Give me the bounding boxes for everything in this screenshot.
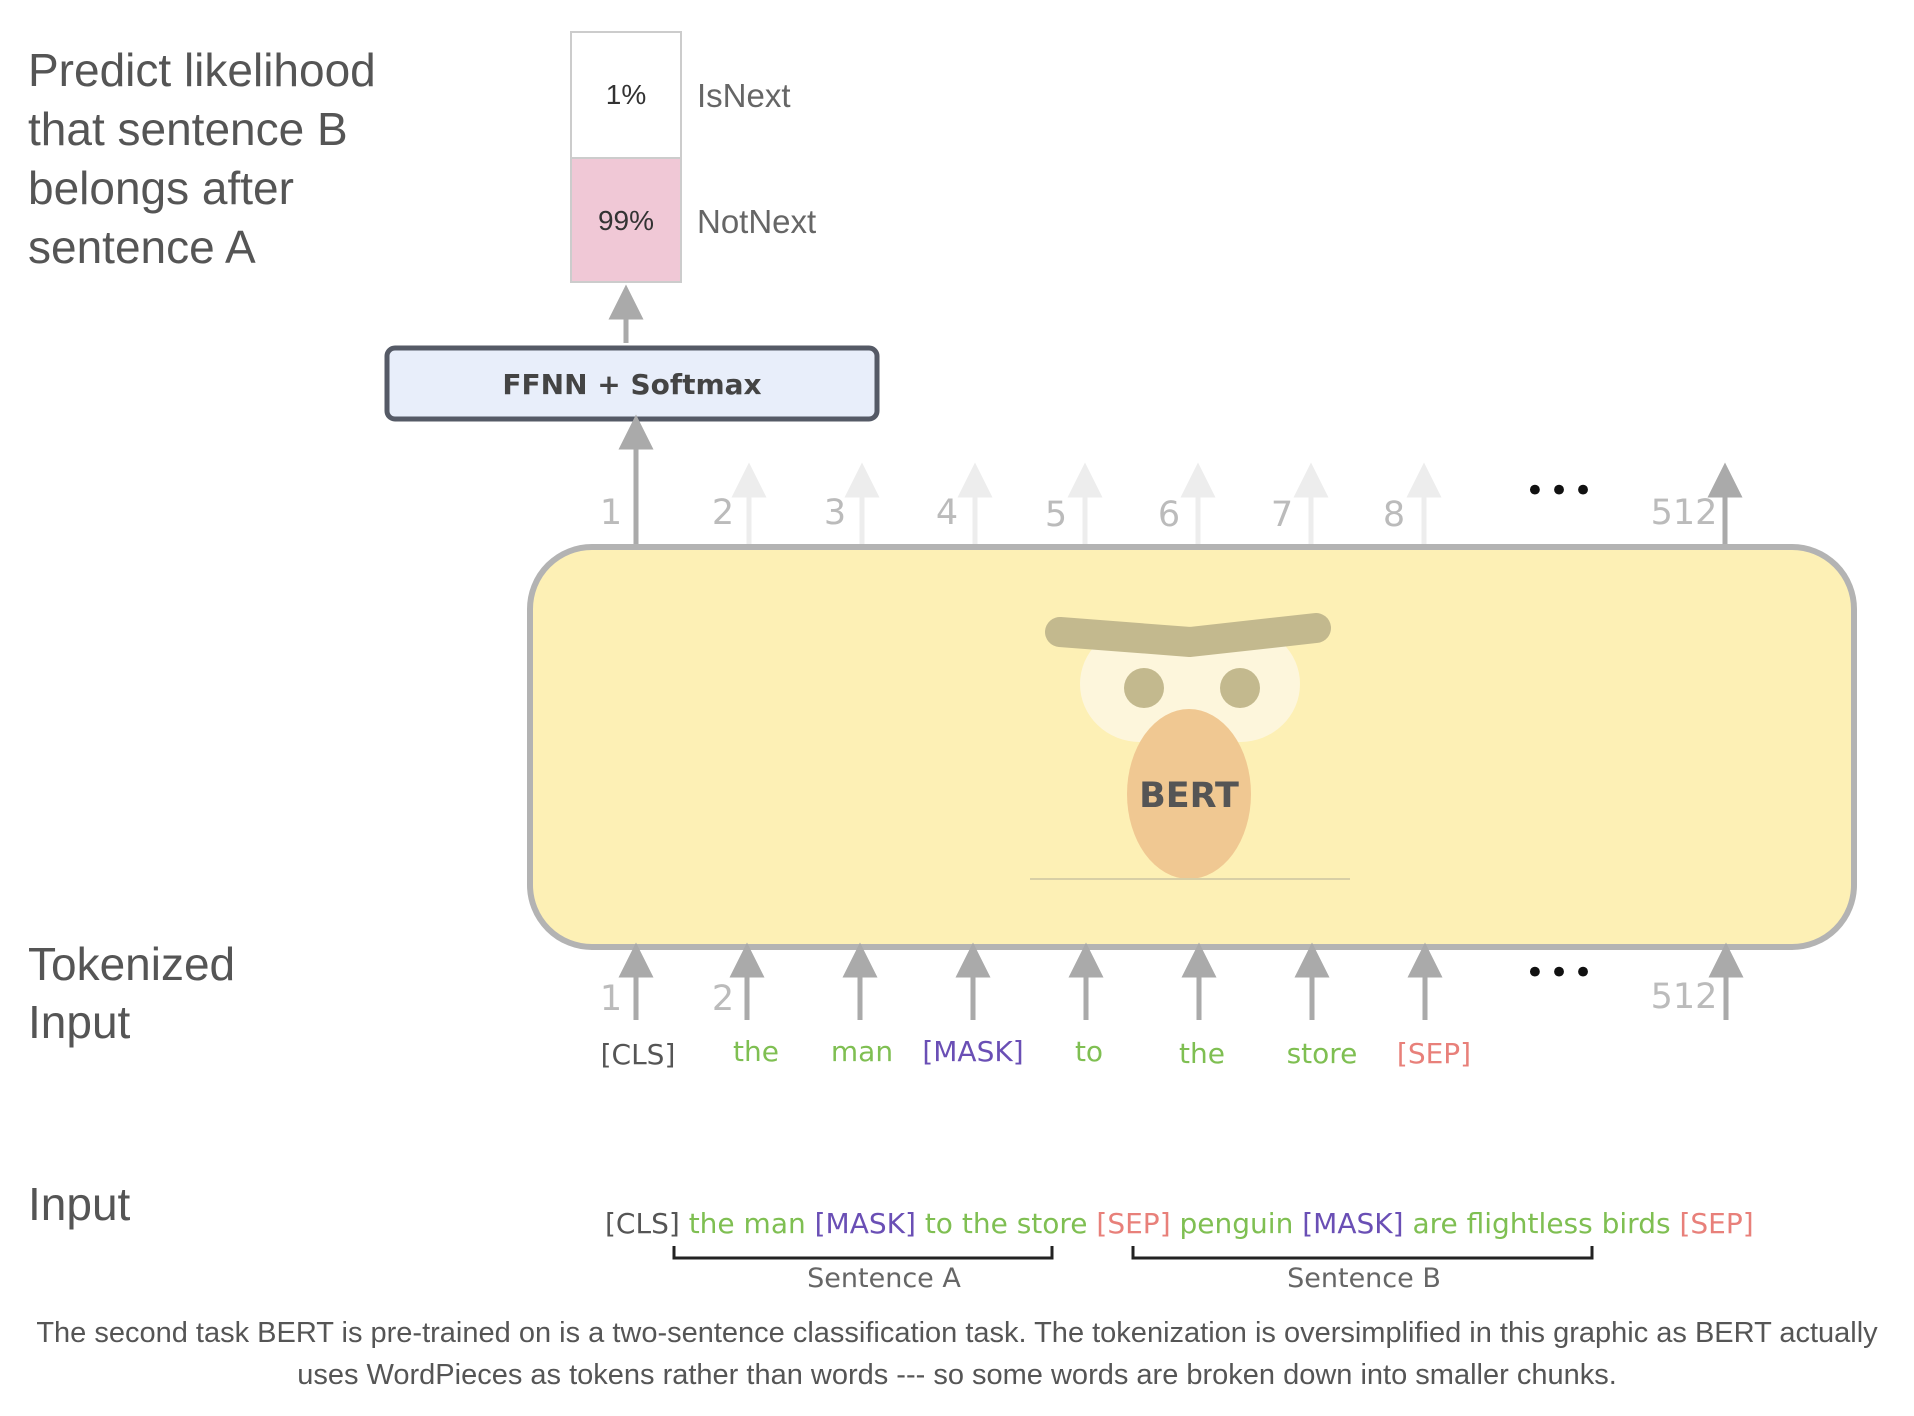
input-mask-2: [MASK]	[1302, 1207, 1403, 1240]
output-position-1: 1	[600, 493, 622, 533]
notnext-value: 99%	[598, 205, 654, 236]
input-arrows	[618, 942, 1744, 1020]
token-mask: [MASK]	[922, 1035, 1023, 1068]
input-words-3: penguin	[1180, 1207, 1294, 1240]
input-sep-2: [SEP]	[1679, 1207, 1753, 1240]
input-words-4: are flightless birds	[1412, 1207, 1670, 1240]
token-sep: [SEP]	[1397, 1037, 1471, 1070]
input-sep-1: [SEP]	[1096, 1207, 1170, 1240]
output-position-7: 7	[1271, 495, 1293, 535]
figure-caption: The second task BERT is pre-trained on i…	[36, 1317, 1878, 1391]
token-the-2: the	[1179, 1037, 1225, 1070]
tokenized-label-line-2: Input	[28, 996, 131, 1048]
input-words-2: to the store	[925, 1207, 1088, 1240]
token-cls: [CLS]	[601, 1038, 676, 1071]
bert-nsp-diagram: Predict likelihood that sentence B belon…	[28, 31, 1857, 1294]
output-position-8: 8	[1383, 495, 1405, 535]
isnext-label: IsNext	[697, 77, 791, 114]
output-ellipsis: •••	[1525, 471, 1597, 511]
isnext-value: 1%	[606, 79, 646, 110]
input-position-512: 512	[1651, 977, 1718, 1017]
predict-label-line-1: Predict likelihood	[28, 44, 376, 96]
token-the-1: the	[733, 1035, 779, 1068]
input-mask-1: [MASK]	[815, 1207, 916, 1240]
faint-output-arrows	[731, 462, 1442, 545]
sentence-b-bracket	[1131, 1246, 1594, 1260]
input-cls: [CLS]	[605, 1207, 680, 1240]
sentence-b-label: Sentence B	[1287, 1263, 1441, 1294]
notnext-box	[570, 157, 682, 283]
predict-label-line-2: that sentence B	[28, 103, 348, 155]
input-words-1: the man	[689, 1207, 806, 1240]
output-position-2: 2	[712, 493, 734, 533]
tokenized-label-line-1: Tokenized	[28, 938, 235, 990]
sentence-a-bracket	[672, 1246, 1054, 1260]
token-man: man	[831, 1035, 893, 1068]
notnext-label: NotNext	[697, 203, 816, 240]
output-position-6: 6	[1158, 495, 1180, 535]
input-sentence: [CLS] the man [MASK] to the store [SEP] …	[605, 1207, 1754, 1240]
output-position-3: 3	[824, 493, 846, 533]
input-ellipsis: •••	[1525, 953, 1597, 993]
isnext-box	[570, 31, 682, 159]
token-store: store	[1287, 1037, 1358, 1070]
sentence-a-label: Sentence A	[807, 1263, 961, 1294]
bert-label: BERT	[1139, 776, 1239, 816]
ffnn-softmax-label: FFNN + Softmax	[502, 368, 761, 401]
input-position-2: 2	[712, 979, 734, 1019]
predict-label-line-3: belongs after	[28, 162, 294, 214]
output-position-4: 4	[936, 493, 958, 533]
input-label: Input	[28, 1178, 131, 1230]
predict-label-line-4: sentence A	[28, 221, 256, 273]
token-to: to	[1075, 1035, 1103, 1068]
bert-face	[1030, 613, 1350, 880]
output-position-5: 5	[1045, 495, 1067, 535]
input-position-1: 1	[600, 979, 622, 1019]
output-position-512: 512	[1651, 493, 1718, 533]
